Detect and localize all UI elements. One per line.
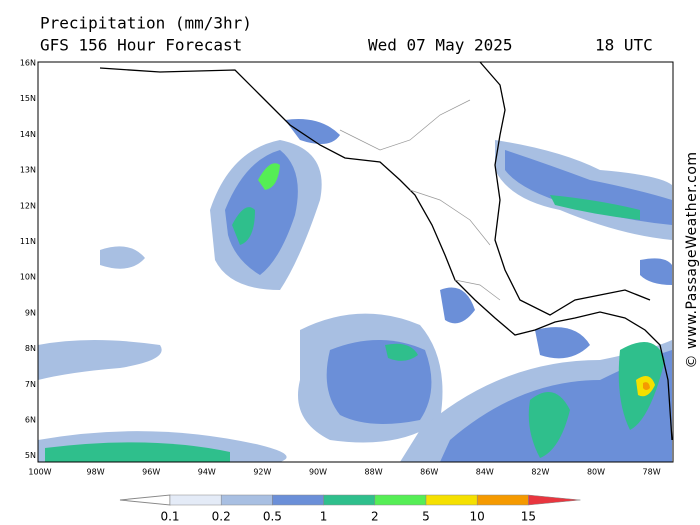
lat-label: 16N	[20, 59, 36, 68]
colorbar-segment	[374, 494, 427, 506]
borders	[339, 99, 501, 301]
subtitle: GFS 156 Hour Forecast	[40, 36, 242, 55]
colorbar-label: 0.1	[160, 510, 179, 524]
lon-label: 90W	[309, 468, 327, 477]
colorbar-segment	[323, 494, 376, 506]
lat-label: 7N	[25, 380, 36, 389]
lat-label: 12N	[20, 201, 36, 210]
colorbar-segment	[476, 494, 529, 506]
colorbar-label: 1	[320, 510, 328, 524]
colorbar-label: 0.5	[263, 510, 282, 524]
forecast-time: 18 UTC	[595, 36, 653, 55]
colorbar-label: 5	[422, 510, 430, 524]
colorbar-segment	[169, 494, 222, 506]
lat-label: 14N	[20, 130, 36, 139]
lat-label: 15N	[20, 94, 36, 103]
lon-label: 86W	[420, 468, 438, 477]
forecast-date: Wed 07 May 2025	[368, 36, 513, 55]
lat-label: 9N	[25, 308, 36, 317]
precip-field	[38, 119, 672, 462]
map-frame	[37, 61, 674, 463]
lon-label: 84W	[476, 468, 494, 477]
lon-label: 100W	[28, 468, 51, 477]
colorbar-segment	[220, 494, 273, 506]
title: Precipitation (mm/3hr)	[40, 14, 252, 33]
colorbar-label: 2	[371, 510, 379, 524]
watermark: © www.PassageWeather.com	[684, 151, 700, 368]
colorbar-segment	[425, 494, 478, 506]
colorbar-label: 0.2	[212, 510, 231, 524]
lon-label: 80W	[587, 468, 605, 477]
colorbar-high	[528, 494, 581, 506]
lat-label: 5N	[25, 451, 36, 460]
lon-label: 92W	[253, 468, 271, 477]
lat-label: 11N	[20, 237, 36, 246]
lon-label: 98W	[87, 468, 105, 477]
colorbar-low	[119, 494, 171, 506]
lon-label: 78W	[643, 468, 661, 477]
lon-label: 88W	[365, 468, 383, 477]
lon-label: 94W	[198, 468, 216, 477]
lat-label: 8N	[25, 344, 36, 353]
lon-label: 96W	[142, 468, 160, 477]
lon-label: 82W	[531, 468, 549, 477]
colorbar-segment	[272, 494, 324, 506]
lat-label: 13N	[20, 166, 36, 175]
colorbar-label: 10	[470, 510, 485, 524]
lat-label: 6N	[25, 416, 36, 425]
lat-label: 10N	[20, 273, 36, 282]
colorbar-label: 15	[521, 510, 536, 524]
